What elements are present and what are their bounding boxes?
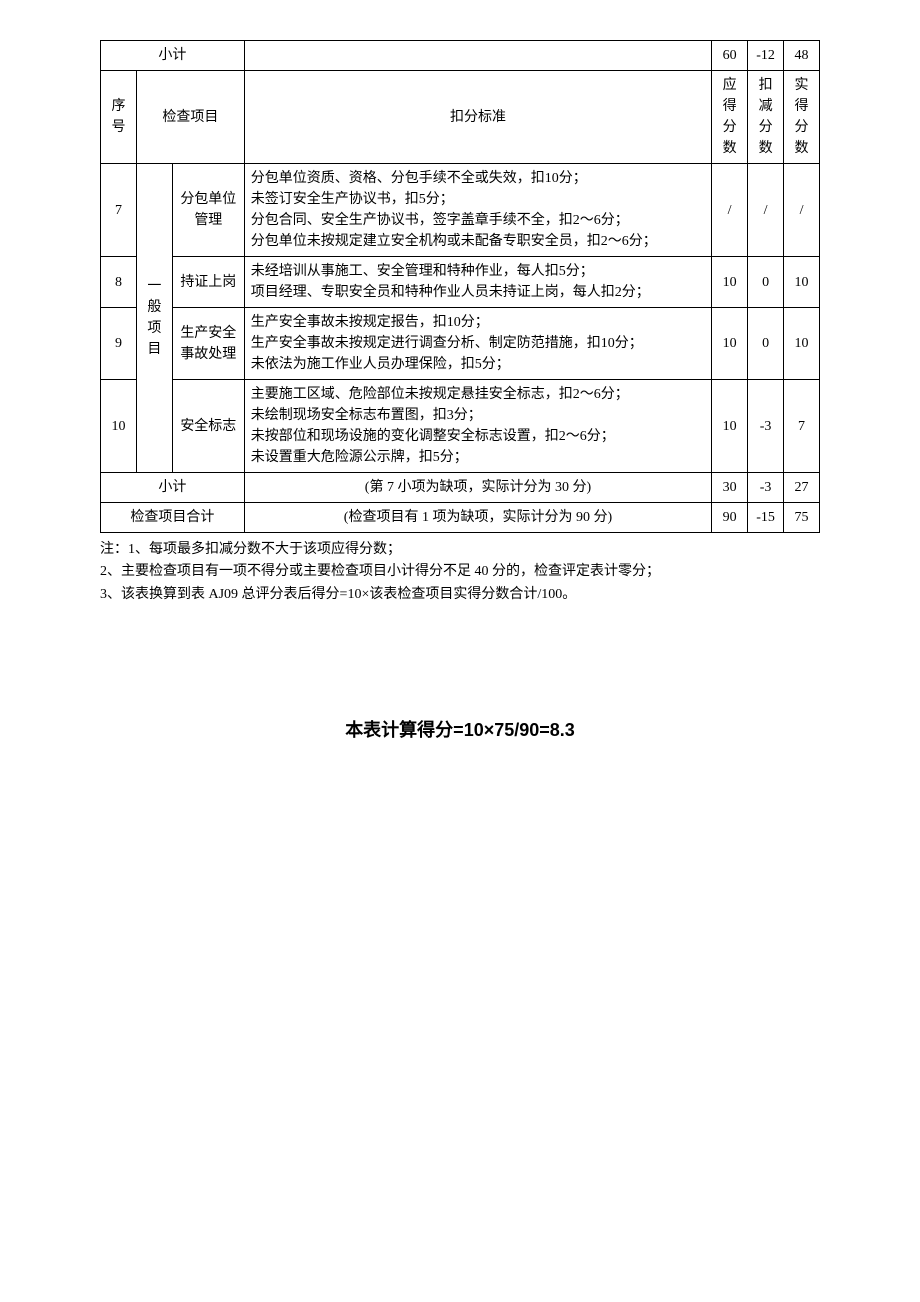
note-line: 2、主要检查项目有一项不得分或主要检查项目小计得分不足 40 分的，检查评定表计…: [100, 561, 820, 583]
header-score: 应得分数: [712, 71, 748, 164]
row-actual: 10: [784, 257, 820, 308]
subtotal-top-score: 60: [712, 41, 748, 71]
row-name: 分包单位管理: [172, 164, 244, 257]
subtotal-top-row: 小计 60 -12 48: [101, 41, 820, 71]
total-actual: 75: [784, 503, 820, 533]
row-seq: 7: [101, 164, 137, 257]
row-deduct: 0: [748, 308, 784, 380]
group-label: 一般项目: [136, 164, 172, 473]
row-seq: 8: [101, 257, 137, 308]
header-row: 序号 检查项目 扣分标准 应得分数 扣减分数 实得分数: [101, 71, 820, 164]
row-standard: 主要施工区域、危险部位未按规定悬挂安全标志，扣2～6分； 未绘制现场安全标志布置…: [244, 380, 711, 473]
table-row: 9 生产安全事故处理 生产安全事故未按规定报告，扣10分； 生产安全事故未按规定…: [101, 308, 820, 380]
total-note: (检查项目有 1 项为缺项，实际计分为 90 分): [244, 503, 711, 533]
header-item: 检查项目: [136, 71, 244, 164]
subtotal-top-blank: [244, 41, 711, 71]
row-deduct: /: [748, 164, 784, 257]
row-actual: 7: [784, 380, 820, 473]
inspection-table: 小计 60 -12 48 序号 检查项目 扣分标准 应得分数 扣减分数 实得分数…: [100, 40, 820, 533]
subtotal-bottom-actual: 27: [784, 473, 820, 503]
header-standard: 扣分标准: [244, 71, 711, 164]
formula-text: 本表计算得分=10×75/90=8.3: [100, 716, 820, 742]
subtotal-bottom-label: 小计: [101, 473, 245, 503]
header-actual: 实得分数: [784, 71, 820, 164]
subtotal-bottom-deduct: -3: [748, 473, 784, 503]
subtotal-bottom-row: 小计 (第 7 小项为缺项，实际计分为 30 分) 30 -3 27: [101, 473, 820, 503]
row-name: 生产安全事故处理: [172, 308, 244, 380]
subtotal-top-deduct: -12: [748, 41, 784, 71]
total-deduct: -15: [748, 503, 784, 533]
subtotal-top-label: 小计: [101, 41, 245, 71]
row-deduct: 0: [748, 257, 784, 308]
row-standard: 生产安全事故未按规定报告，扣10分； 生产安全事故未按规定进行调查分析、制定防范…: [244, 308, 711, 380]
row-deduct: -3: [748, 380, 784, 473]
note-line: 注：1、每项最多扣减分数不大于该项应得分数；: [100, 539, 820, 561]
subtotal-bottom-note: (第 7 小项为缺项，实际计分为 30 分): [244, 473, 711, 503]
row-score: /: [712, 164, 748, 257]
row-score: 10: [712, 308, 748, 380]
row-seq: 10: [101, 380, 137, 473]
row-score: 10: [712, 380, 748, 473]
header-deduct: 扣减分数: [748, 71, 784, 164]
row-name: 持证上岗: [172, 257, 244, 308]
total-row: 检查项目合计 (检查项目有 1 项为缺项，实际计分为 90 分) 90 -15 …: [101, 503, 820, 533]
row-actual: 10: [784, 308, 820, 380]
header-seq: 序号: [101, 71, 137, 164]
table-row: 8 持证上岗 未经培训从事施工、安全管理和特种作业，每人扣5分； 项目经理、专职…: [101, 257, 820, 308]
total-score: 90: [712, 503, 748, 533]
row-actual: /: [784, 164, 820, 257]
row-standard: 未经培训从事施工、安全管理和特种作业，每人扣5分； 项目经理、专职安全员和特种作…: [244, 257, 711, 308]
row-seq: 9: [101, 308, 137, 380]
row-name: 安全标志: [172, 380, 244, 473]
row-score: 10: [712, 257, 748, 308]
table-row: 7 一般项目 分包单位管理 分包单位资质、资格、分包手续不全或失效，扣10分； …: [101, 164, 820, 257]
subtotal-top-actual: 48: [784, 41, 820, 71]
row-standard: 分包单位资质、资格、分包手续不全或失效，扣10分； 未签订安全生产协议书，扣5分…: [244, 164, 711, 257]
notes-section: 注：1、每项最多扣减分数不大于该项应得分数； 2、主要检查项目有一项不得分或主要…: [100, 539, 820, 606]
note-line: 3、该表换算到表 AJ09 总评分表后得分=10×该表检查项目实得分数合计/10…: [100, 584, 820, 606]
subtotal-bottom-score: 30: [712, 473, 748, 503]
total-label: 检查项目合计: [101, 503, 245, 533]
table-row: 10 安全标志 主要施工区域、危险部位未按规定悬挂安全标志，扣2～6分； 未绘制…: [101, 380, 820, 473]
